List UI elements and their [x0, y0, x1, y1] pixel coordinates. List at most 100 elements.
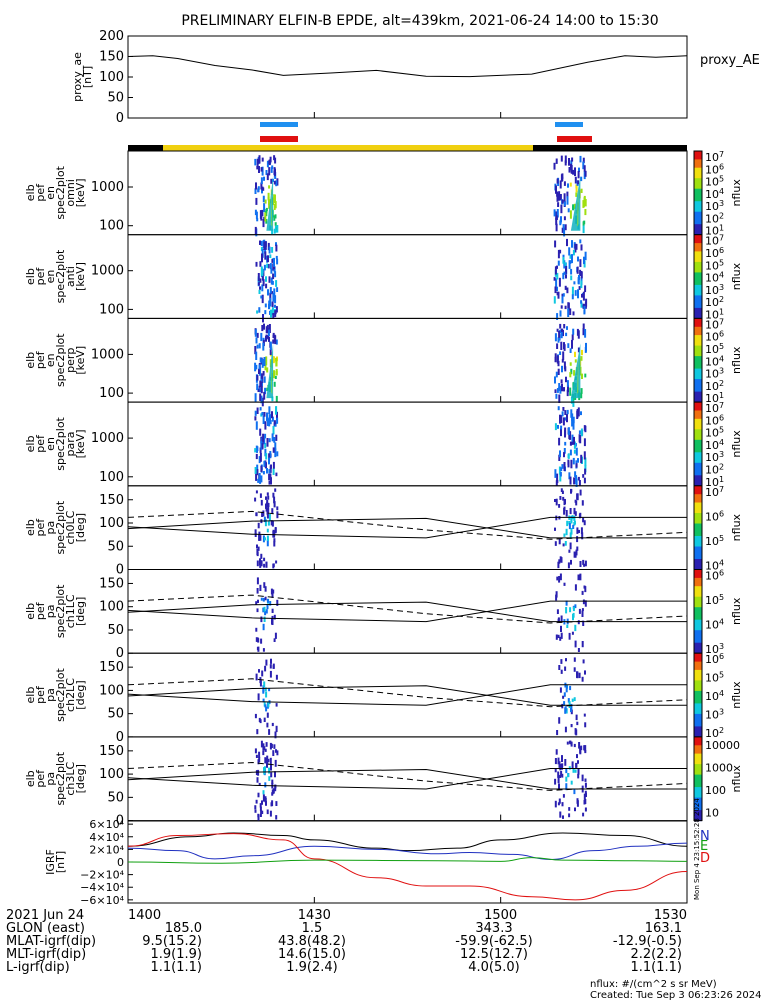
- pa-cell: [273, 614, 276, 620]
- colorbar-segment: [694, 345, 702, 349]
- panel-ch2LC-colorbar: 106 105 104 103 102 nflux: [693, 652, 743, 740]
- ephemeris-value: 163.1: [645, 921, 682, 936]
- spectrogram-cell: [271, 258, 274, 263]
- spectrogram-cell: [265, 283, 268, 289]
- pa-cell: [565, 783, 568, 791]
- colorbar-segment: [694, 588, 702, 591]
- spectrogram-cell: [584, 457, 587, 467]
- colorbar-segment: [694, 155, 702, 158]
- pa-cell: [260, 740, 263, 748]
- spectrogram-cell: [273, 180, 276, 185]
- colorbar-segment: [694, 818, 702, 822]
- spectrogram-cell: [569, 387, 572, 396]
- spectrogram-cell: [268, 300, 271, 309]
- colorbar-segment: [694, 521, 702, 525]
- spectrogram-cell: [272, 461, 275, 469]
- spectrogram-cell: [563, 387, 565, 392]
- spectrogram-cell: [566, 238, 568, 247]
- colorbar-tick-label: 101: [705, 391, 724, 405]
- colorbar-tick-label: 102: [705, 379, 724, 393]
- spectrogram-cell: [565, 332, 568, 337]
- spectrogram-cell: [260, 373, 263, 379]
- pa-cell: [257, 814, 260, 821]
- spectrogram-cell: [573, 203, 576, 209]
- colorbar-label: nflux: [730, 262, 743, 290]
- spectrogram-cell: [264, 251, 267, 260]
- colorbar-segment: [694, 414, 702, 418]
- spectrogram-cell: [258, 166, 260, 173]
- colorbar-segment: [694, 561, 702, 564]
- spectrogram-cell: [268, 453, 271, 461]
- spectrogram-cell: [557, 202, 560, 207]
- spectrogram-cell: [273, 228, 276, 234]
- spectrogram-cell: [580, 280, 583, 289]
- pa-cell: [267, 702, 270, 708]
- pa-cell: [273, 541, 276, 547]
- spectrogram-cell: [255, 453, 258, 460]
- spectrogram-cell: [266, 419, 269, 426]
- proxy-ae-legend: proxy_AE: [700, 53, 760, 68]
- spectrogram-cell: [270, 464, 272, 469]
- footer-units: nflux: #/(cm^2 s sr MeV): [590, 979, 717, 990]
- colorbar-segment: [694, 672, 702, 675]
- pa-cell: [556, 609, 559, 614]
- pa-cell: [268, 688, 271, 692]
- spectrogram-cell: [567, 461, 570, 468]
- spectrogram-cell: [254, 362, 257, 372]
- spectrogram-cell: [571, 339, 573, 349]
- spectrogram-cell: [264, 362, 267, 371]
- panel-perp-ylabel-line: en: [44, 353, 57, 367]
- pa-cell: [573, 522, 576, 526]
- spectrogram-cell: [266, 468, 268, 474]
- pa-cell: [266, 492, 269, 496]
- spectrogram-cell: [569, 362, 572, 366]
- colorbar-segment: [694, 563, 702, 566]
- colorbar-segment: [694, 400, 702, 403]
- spectrogram-cell: [575, 184, 578, 193]
- spectrogram-cell: [270, 309, 272, 318]
- spectrogram-cell: [259, 428, 262, 436]
- colorbar-segment: [694, 305, 702, 309]
- colorbar-segment: [694, 425, 702, 428]
- pa-cell: [256, 777, 259, 783]
- spectrogram-cell: [560, 415, 563, 424]
- panel-para-ylabel-line: elb: [24, 436, 37, 453]
- pa-cell: [256, 577, 259, 585]
- pa-cell: [559, 774, 562, 778]
- ephemeris-label: MLT-igrf(dip): [6, 947, 86, 962]
- spectrogram-cell: [273, 167, 276, 175]
- spectrogram-cell: [570, 368, 573, 375]
- colorbar-segment: [694, 676, 702, 679]
- ephemeris-value: 1.5: [302, 921, 323, 936]
- pa-cell: [266, 604, 269, 610]
- pa-cell: [575, 714, 578, 721]
- colorbar-label: nflux: [730, 681, 743, 709]
- colorbar-tick-label: 106: [705, 413, 724, 427]
- colorbar-tick-label: 104: [705, 187, 724, 201]
- spectrogram-cell: [554, 389, 557, 393]
- pa-cell: [263, 796, 265, 802]
- pa-cell: [573, 697, 576, 701]
- pa-cell: [573, 515, 576, 522]
- pa-cell: [569, 508, 572, 515]
- ephemeris-value: 1500: [484, 908, 517, 923]
- ytick-label: 100: [99, 767, 124, 782]
- pa-cell: [270, 743, 273, 748]
- ytick-label: 50: [107, 707, 124, 722]
- pa-cell: [268, 729, 271, 735]
- spectrogram-cell: [261, 443, 264, 449]
- pa-cell: [260, 597, 263, 601]
- spectrogram-cell: [266, 263, 269, 268]
- ytick-label: 0: [116, 814, 124, 829]
- pa-cell: [554, 527, 556, 531]
- colorbar-segment: [694, 772, 702, 776]
- science-zone-blue-1: [260, 122, 298, 127]
- spectrogram-cell: [557, 260, 560, 266]
- spectrogram-cell: [585, 342, 587, 352]
- colorbar-segment: [694, 519, 702, 522]
- spectrogram-cell: [570, 459, 573, 469]
- spectrogram-cell: [560, 305, 563, 309]
- colorbar-segment: [694, 268, 702, 271]
- colorbar-segment: [694, 241, 702, 244]
- panel-omni-frame: [127, 150, 688, 236]
